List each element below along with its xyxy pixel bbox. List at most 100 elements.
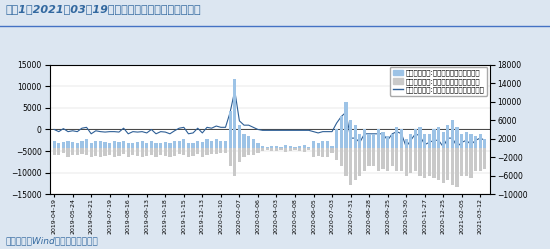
Bar: [474, 136, 477, 148]
Bar: [419, 127, 422, 148]
Bar: [460, 148, 463, 176]
Bar: [465, 148, 468, 176]
Bar: [340, 116, 343, 148]
Bar: [173, 141, 176, 148]
Bar: [228, 148, 232, 167]
Bar: [331, 148, 334, 153]
Bar: [159, 143, 162, 148]
Bar: [312, 141, 315, 148]
Bar: [164, 142, 167, 148]
Bar: [270, 146, 273, 148]
Bar: [210, 148, 213, 154]
Bar: [312, 148, 315, 157]
Bar: [279, 148, 283, 150]
Bar: [367, 134, 371, 148]
Bar: [363, 129, 366, 148]
Bar: [469, 134, 472, 148]
Bar: [446, 125, 449, 148]
Bar: [483, 148, 487, 169]
Bar: [404, 139, 408, 148]
Bar: [326, 148, 329, 157]
Bar: [354, 148, 357, 180]
Bar: [284, 148, 287, 152]
Bar: [419, 148, 422, 176]
Bar: [71, 148, 74, 155]
Bar: [307, 147, 311, 148]
Bar: [284, 145, 287, 148]
Bar: [178, 148, 181, 154]
Bar: [386, 136, 389, 148]
Bar: [395, 148, 399, 171]
Bar: [94, 148, 97, 156]
Bar: [442, 148, 445, 183]
Bar: [404, 148, 408, 176]
Bar: [326, 141, 329, 148]
Bar: [140, 141, 144, 148]
Bar: [108, 148, 111, 155]
Bar: [395, 127, 399, 148]
Bar: [349, 120, 352, 148]
Bar: [428, 134, 431, 148]
Bar: [117, 148, 120, 156]
Text: 图表1：2021年03月19日当周，央行公开市场操作情况: 图表1：2021年03月19日当周，央行公开市场操作情况: [6, 4, 201, 14]
Bar: [256, 143, 260, 148]
Bar: [247, 136, 250, 148]
Bar: [113, 141, 116, 148]
Bar: [381, 148, 384, 169]
Bar: [80, 148, 84, 154]
Bar: [266, 147, 269, 148]
Bar: [432, 148, 436, 178]
Bar: [219, 148, 223, 153]
Bar: [483, 139, 487, 148]
Bar: [335, 148, 338, 160]
Bar: [210, 141, 213, 148]
Bar: [478, 148, 482, 171]
Bar: [469, 148, 472, 178]
Bar: [67, 141, 70, 148]
Bar: [252, 148, 255, 155]
Bar: [214, 139, 218, 148]
Bar: [150, 141, 153, 148]
Bar: [316, 143, 320, 148]
Bar: [131, 148, 135, 155]
Bar: [71, 142, 74, 148]
Bar: [131, 143, 135, 148]
Bar: [344, 148, 348, 176]
Bar: [191, 143, 195, 148]
Bar: [168, 148, 172, 157]
Bar: [423, 148, 426, 178]
Bar: [386, 148, 389, 171]
Bar: [187, 143, 190, 148]
Bar: [122, 141, 125, 148]
Bar: [136, 142, 139, 148]
Legend: 公开市场操作:货币投放（亿元，右轴）, 公开市场操作:货币回笼（亿元，右轴）, 公开市场操作:货币净投放（亿元，左轴）: 公开市场操作:货币投放（亿元，右轴）, 公开市场操作:货币回笼（亿元，右轴）, …: [390, 67, 487, 96]
Bar: [293, 148, 296, 150]
Bar: [168, 143, 172, 148]
Bar: [219, 141, 223, 148]
Bar: [191, 148, 195, 156]
Bar: [298, 148, 301, 151]
Bar: [252, 139, 255, 148]
Bar: [94, 141, 97, 148]
Bar: [103, 148, 107, 156]
Bar: [155, 148, 158, 157]
Bar: [451, 120, 454, 148]
Bar: [108, 143, 111, 148]
Bar: [62, 142, 65, 148]
Bar: [99, 148, 102, 157]
Bar: [446, 148, 449, 180]
Bar: [437, 148, 440, 180]
Bar: [474, 148, 477, 171]
Bar: [358, 134, 361, 148]
Bar: [85, 139, 88, 148]
Bar: [85, 148, 88, 155]
Bar: [205, 148, 208, 155]
Bar: [275, 148, 278, 151]
Bar: [400, 148, 403, 171]
Bar: [298, 146, 301, 148]
Bar: [243, 134, 246, 148]
Bar: [358, 148, 361, 176]
Bar: [321, 141, 324, 148]
Bar: [354, 125, 357, 148]
Bar: [164, 148, 167, 156]
